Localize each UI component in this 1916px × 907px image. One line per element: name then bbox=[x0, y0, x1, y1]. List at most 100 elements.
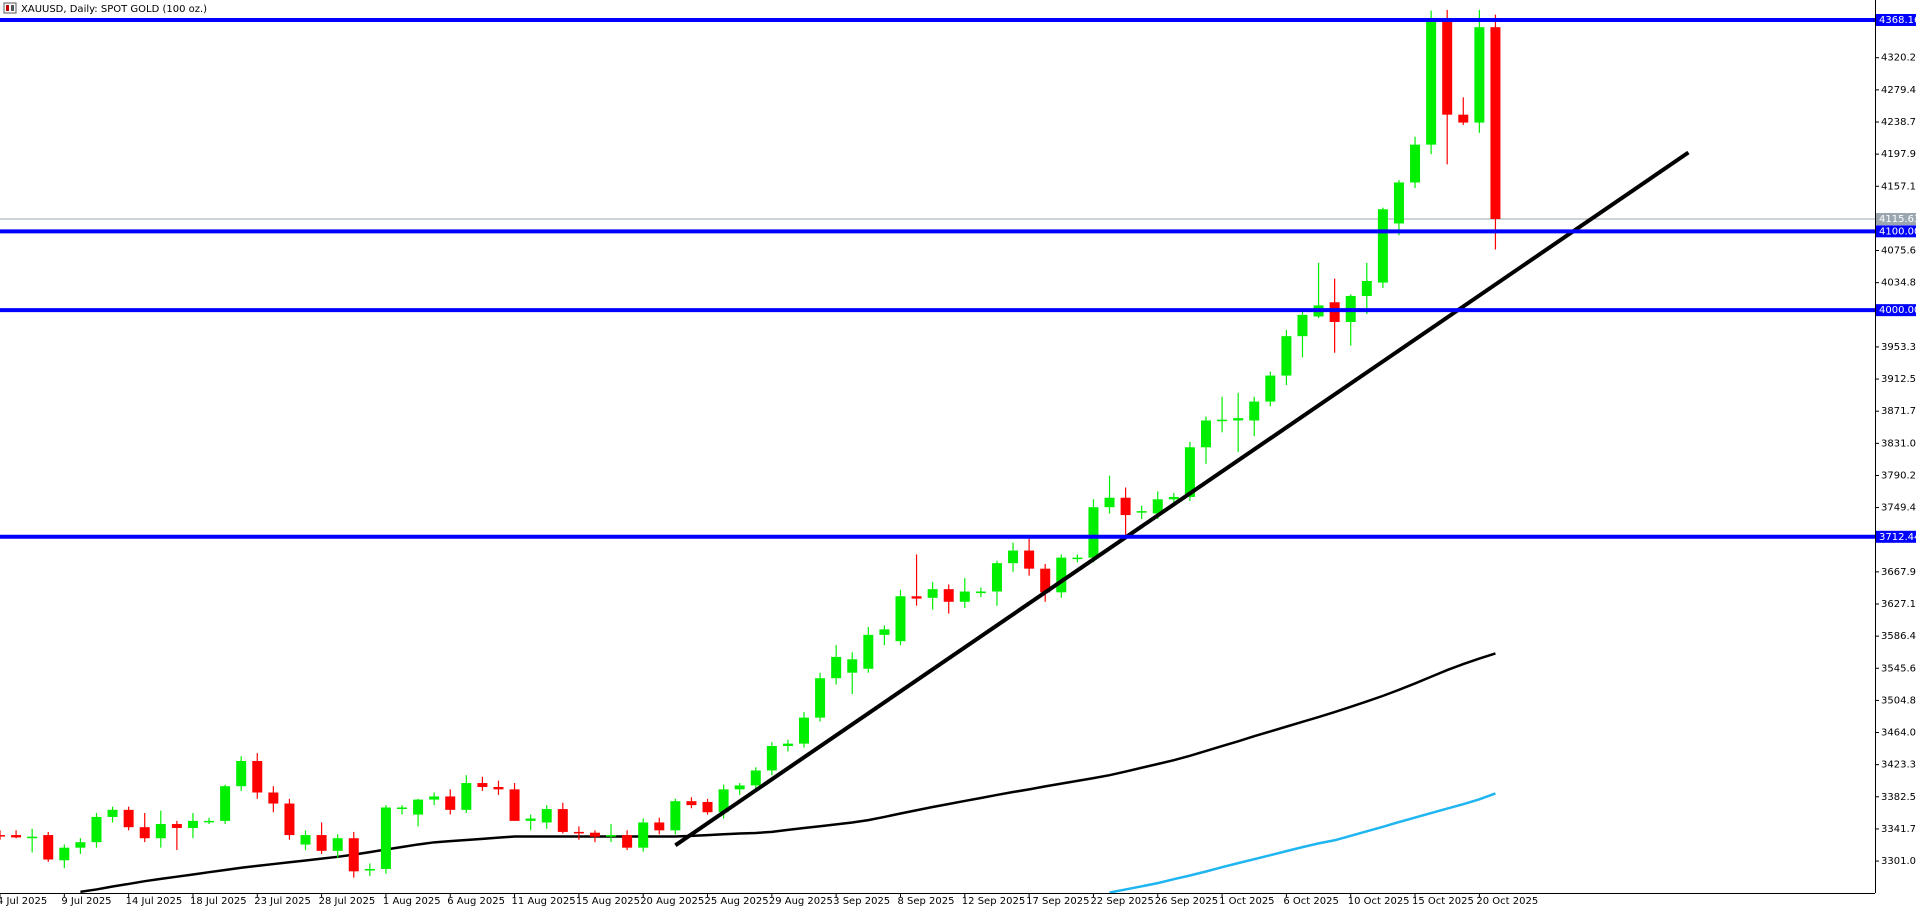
y-tick-label: 3831.02 bbox=[1881, 438, 1916, 449]
candle-body bbox=[445, 796, 456, 810]
candle-body bbox=[1426, 18, 1437, 145]
candle-body bbox=[991, 563, 1002, 592]
y-tick-label: 3382.55 bbox=[1881, 792, 1916, 803]
candle-body bbox=[461, 783, 472, 810]
x-tick-label: 6 Oct 2025 bbox=[1283, 896, 1338, 907]
level-label-box bbox=[1876, 304, 1916, 317]
candle-body bbox=[155, 824, 166, 839]
trendline bbox=[674, 150, 1690, 847]
y-tick-label: 4157.18 bbox=[1881, 181, 1916, 192]
x-tick-label: 8 Sep 2025 bbox=[897, 896, 954, 907]
candle-body bbox=[509, 789, 520, 821]
level-label-box bbox=[1876, 13, 1916, 26]
x-tick-label: 23 Jul 2025 bbox=[254, 896, 311, 907]
y-tick-label: 4075.64 bbox=[1881, 246, 1916, 257]
candle-body bbox=[911, 596, 922, 599]
candle-body bbox=[750, 770, 761, 786]
candle-body bbox=[606, 835, 617, 837]
candle-body bbox=[123, 809, 134, 828]
x-tick-label: 10 Oct 2025 bbox=[1348, 896, 1410, 907]
candle-body bbox=[638, 822, 649, 848]
candle-body bbox=[1024, 550, 1035, 569]
candle-body bbox=[622, 835, 633, 848]
x-tick-label: 6 Aug 2025 bbox=[447, 896, 505, 907]
candle-body bbox=[493, 786, 504, 790]
candle-body bbox=[1201, 420, 1211, 448]
last-price-label: 4115.63 bbox=[1879, 214, 1916, 225]
candle-body bbox=[1377, 209, 1388, 283]
x-tick-label: 9 Jul 2025 bbox=[61, 896, 111, 907]
y-tick-label: 4238.72 bbox=[1881, 117, 1916, 128]
title-icon-part bbox=[6, 5, 9, 11]
candle-body bbox=[895, 596, 906, 642]
candle-body bbox=[380, 807, 391, 869]
candle-body bbox=[187, 820, 198, 828]
y-tick-label: 3953.33 bbox=[1881, 342, 1916, 353]
candle-body bbox=[252, 760, 263, 793]
y-tick-label: 3871.79 bbox=[1881, 406, 1916, 417]
level-label-box bbox=[1876, 225, 1916, 238]
x-tick-label: 12 Sep 2025 bbox=[962, 896, 1025, 907]
x-tick-label: 26 Sep 2025 bbox=[1155, 896, 1218, 907]
candle-body bbox=[1410, 144, 1421, 183]
candle-body bbox=[316, 835, 327, 851]
level-label: 4000.00 bbox=[1879, 305, 1916, 316]
x-tick-label: 22 Sep 2025 bbox=[1090, 896, 1153, 907]
x-tick-label: 28 Jul 2025 bbox=[319, 896, 376, 907]
candle-body bbox=[1056, 557, 1067, 593]
candle-body bbox=[718, 789, 729, 813]
candle-body bbox=[236, 760, 247, 787]
candle-body bbox=[397, 807, 407, 810]
candle-body bbox=[268, 792, 279, 804]
x-tick-label: 1 Aug 2025 bbox=[383, 896, 441, 907]
candle-body bbox=[1104, 497, 1115, 508]
candle-body bbox=[1442, 18, 1453, 115]
moving-average bbox=[1109, 792, 1496, 893]
y-tick-label: 4197.95 bbox=[1881, 149, 1916, 160]
candle-body bbox=[1265, 375, 1276, 402]
y-tick-label: 3667.94 bbox=[1881, 567, 1916, 578]
candle-body bbox=[204, 820, 215, 823]
candle-body bbox=[1393, 182, 1404, 224]
candle-body bbox=[413, 799, 424, 815]
candle-body bbox=[654, 822, 665, 831]
candle-body bbox=[1008, 550, 1019, 564]
candle-body bbox=[799, 717, 809, 744]
moving-average bbox=[80, 652, 1496, 893]
x-tick-label: 14 Jul 2025 bbox=[126, 896, 183, 907]
candle-body bbox=[766, 746, 777, 771]
candle-body bbox=[300, 835, 311, 845]
level-label: 4100.00 bbox=[1879, 226, 1916, 237]
y-tick-label: 3586.40 bbox=[1881, 631, 1916, 642]
candle-body bbox=[171, 824, 182, 828]
candle-body bbox=[1490, 27, 1501, 220]
y-tick-label: 3627.17 bbox=[1881, 599, 1916, 610]
x-tick-label: 17 Sep 2025 bbox=[1026, 896, 1089, 907]
candle-body bbox=[815, 678, 826, 718]
x-tick-label: 29 Aug 2025 bbox=[769, 896, 833, 907]
candle-body bbox=[332, 838, 343, 851]
candle-body bbox=[0, 835, 5, 837]
candle-body bbox=[1233, 418, 1244, 421]
candle-body bbox=[831, 656, 842, 679]
candle-body bbox=[364, 868, 375, 871]
x-tick-label: 20 Oct 2025 bbox=[1476, 896, 1538, 907]
y-tick-label: 3301.01 bbox=[1881, 856, 1916, 867]
candle-body bbox=[1361, 280, 1372, 296]
candle-body bbox=[429, 796, 440, 800]
x-tick-label: 25 Aug 2025 bbox=[705, 896, 769, 907]
candle-body bbox=[782, 743, 793, 747]
y-tick-label: 3504.86 bbox=[1881, 695, 1916, 706]
candle-body bbox=[959, 591, 970, 602]
candle-body bbox=[670, 801, 681, 831]
candle-body bbox=[1088, 507, 1099, 558]
candle-body bbox=[1072, 557, 1083, 560]
candle-body bbox=[220, 786, 231, 821]
plot-area bbox=[0, 9, 1875, 893]
y-tick-label: 3545.63 bbox=[1881, 663, 1916, 674]
candle-body bbox=[11, 835, 22, 838]
y-tick-label: 3790.25 bbox=[1881, 470, 1916, 481]
candle-body bbox=[1120, 497, 1131, 516]
candle-body bbox=[702, 801, 713, 813]
x-tick-label: 15 Aug 2025 bbox=[576, 896, 640, 907]
